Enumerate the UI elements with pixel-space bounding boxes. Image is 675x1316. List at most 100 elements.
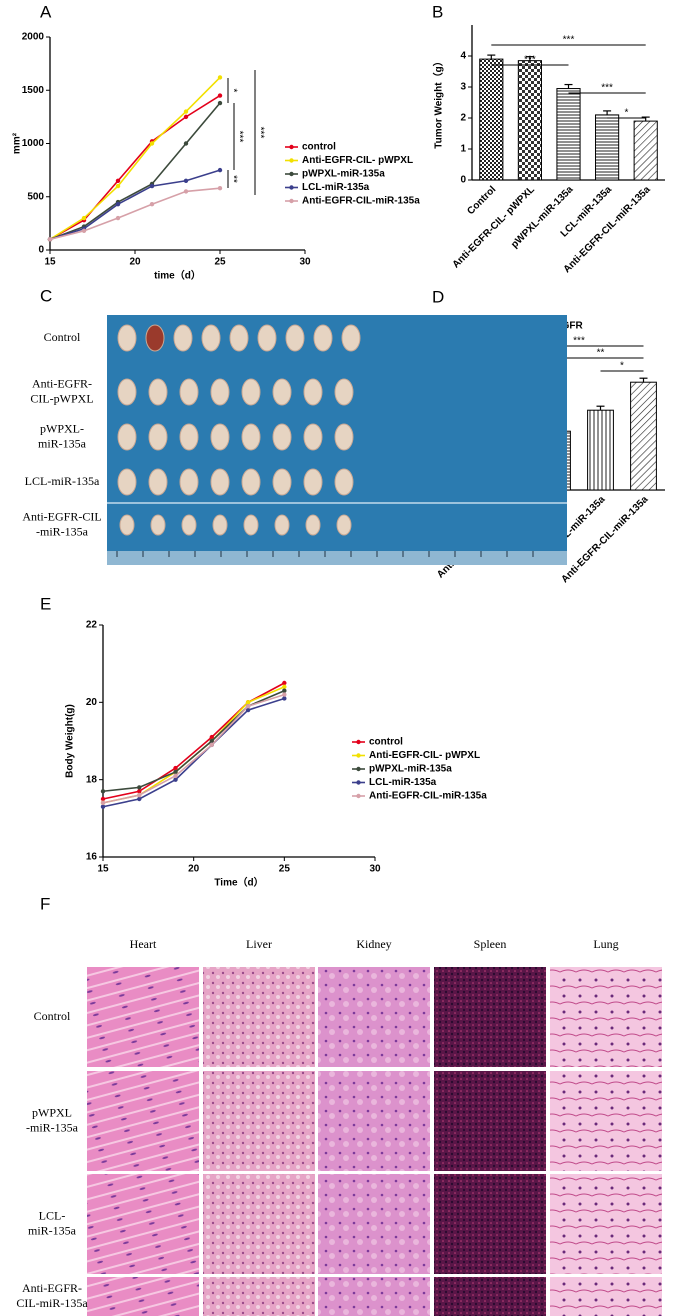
row-label: -miR-135a	[36, 524, 89, 538]
data-point	[100, 804, 106, 809]
tumor-photo	[336, 514, 352, 536]
x-tick-label: Anti-EGFR-CIL-miR-135a	[559, 494, 650, 585]
tumor-photo	[201, 324, 221, 352]
row-label: miR-135a	[28, 1223, 77, 1237]
x-tick-label: 25	[214, 257, 226, 268]
panel-label: E	[40, 594, 51, 613]
tumor-photo	[117, 468, 137, 496]
panel-label: F	[40, 894, 50, 913]
x-tick-label: 20	[129, 257, 141, 268]
data-point	[137, 796, 142, 802]
x-tick-label: 15	[97, 864, 109, 875]
tumor-photo	[179, 378, 199, 406]
histology-image	[203, 1277, 315, 1316]
legend-marker	[289, 158, 294, 163]
tumor-photo	[117, 324, 137, 352]
legend-label: control	[369, 737, 403, 748]
legend-label: pWPXL-miR-135a	[369, 764, 452, 775]
tumor-photo	[145, 324, 165, 352]
series-line	[49, 102, 221, 241]
tumor-photo	[119, 514, 135, 536]
tumor-photo	[117, 423, 137, 451]
y-axis-label: Tumor Weight（g）	[432, 56, 445, 148]
tumor-photo	[303, 423, 323, 451]
tumor-photo	[305, 514, 321, 536]
row-label: pWPXL	[32, 1105, 72, 1119]
column-header: Kidney	[356, 937, 391, 951]
significance-label: *	[227, 89, 238, 93]
x-axis-label: time（d）	[154, 269, 201, 282]
histology-image	[203, 1071, 315, 1171]
data-point	[282, 684, 287, 690]
data-point	[282, 688, 287, 693]
data-point	[209, 734, 214, 740]
histology-image	[550, 1174, 662, 1274]
data-point	[217, 167, 223, 173]
data-point	[245, 704, 251, 709]
bar	[587, 409, 614, 491]
bar	[633, 120, 658, 181]
data-point	[137, 789, 142, 794]
column-header: Lung	[593, 937, 618, 951]
tumor-photo	[148, 378, 168, 406]
y-tick-label: 4	[460, 51, 466, 62]
histology-image	[434, 1071, 546, 1171]
tumor-photo	[334, 423, 354, 451]
row-label: Anti-EGFR-	[32, 376, 92, 390]
tumor-photo	[210, 468, 230, 496]
tumor-photo	[313, 324, 333, 352]
legend-marker	[356, 739, 361, 745]
legend-label: Anti-EGFR-CIL-miR-135a	[302, 196, 420, 207]
row-label: Anti-EGFR-CIL	[22, 509, 101, 523]
data-point	[115, 183, 121, 189]
histology-image	[318, 1277, 430, 1316]
y-tick-label: 1500	[22, 85, 45, 96]
significance-label: ***	[573, 336, 585, 347]
y-tick-label: 22	[86, 620, 98, 631]
panel-label: C	[40, 286, 52, 305]
series-line	[102, 686, 285, 804]
histology-image	[434, 967, 546, 1067]
data-point	[173, 777, 178, 782]
histology-image	[318, 967, 430, 1067]
histology-image	[550, 1277, 662, 1316]
legend-marker	[356, 780, 361, 785]
bar	[556, 88, 581, 181]
legend-label: LCL-miR-135a	[302, 182, 370, 193]
tumor-photo	[210, 378, 230, 406]
data-point	[282, 692, 287, 697]
y-tick-label: 2	[460, 113, 466, 124]
tumor-photo	[241, 468, 261, 496]
histology-image	[87, 1277, 199, 1316]
legend-marker	[289, 144, 294, 150]
data-point	[149, 202, 155, 207]
legend-marker	[289, 185, 294, 190]
legend-label: Anti-EGFR-CIL-miR-135a	[369, 791, 487, 802]
significance-label: ***	[254, 127, 265, 139]
significance-label: *	[620, 361, 624, 372]
row-label: pWPXL-	[40, 421, 84, 435]
legend-marker	[289, 198, 294, 204]
tumor-photo	[272, 468, 292, 496]
data-point	[81, 215, 87, 221]
data-point	[115, 215, 121, 221]
data-point	[47, 237, 53, 242]
legend-marker	[356, 753, 361, 758]
histology-image	[203, 1174, 315, 1274]
y-tick-label: 0	[460, 175, 466, 186]
y-tick-label: 3	[460, 82, 466, 93]
series-line	[102, 689, 285, 793]
histology-image	[318, 1071, 430, 1171]
data-point	[183, 189, 189, 194]
data-point	[217, 186, 223, 191]
y-tick-label: 1	[460, 144, 466, 155]
data-point	[149, 183, 155, 189]
bar	[595, 114, 620, 181]
y-axis-label: mm²	[12, 132, 23, 154]
tumor-photo	[179, 468, 199, 496]
tumor-photo	[117, 378, 137, 406]
row-label: LCL-miR-135a	[25, 474, 100, 488]
series-line	[49, 187, 221, 241]
data-point	[282, 680, 287, 686]
